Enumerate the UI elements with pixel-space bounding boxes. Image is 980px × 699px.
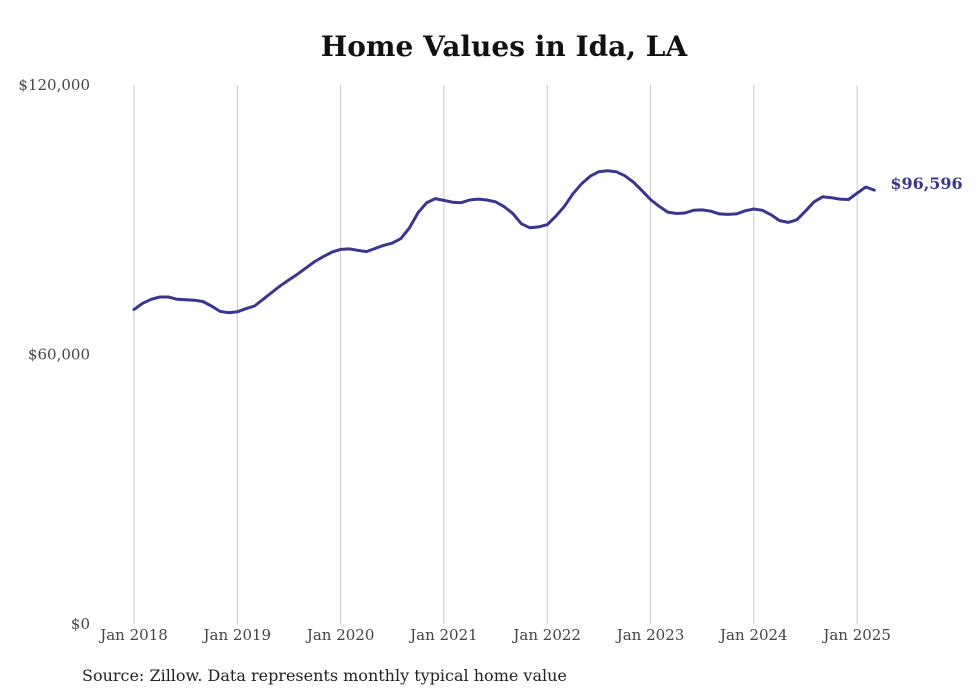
x-tick-label: Jan 2018 (98, 626, 168, 644)
x-axis-ticks: Jan 2018 Jan 2019 Jan 2020 Jan 2021 Jan 2022… (98, 626, 891, 644)
y-tick-label: $120,000 (18, 76, 90, 94)
x-tick-label: Jan 2019 (202, 626, 272, 644)
series-group: $96,596 (132, 169, 963, 315)
x-tick-label: Jan 2020 (305, 626, 375, 644)
chart-title: Home Values in Ida, LA (320, 30, 688, 63)
gridlines (133, 85, 858, 624)
x-tick-label: Jan 2024 (718, 626, 788, 644)
source-note: Source: Zillow. Data represents monthly … (82, 666, 567, 685)
x-tick-label: Jan 2022 (511, 626, 581, 644)
series-line (132, 169, 876, 315)
y-tick-label: $60,000 (28, 346, 90, 364)
y-tick-label: $0 (71, 615, 90, 633)
x-tick-label: Jan 2025 (821, 626, 891, 644)
x-tick-label: Jan 2021 (408, 626, 478, 644)
x-tick-label: Jan 2023 (615, 626, 685, 644)
end-value-label: $96,596 (890, 174, 962, 193)
y-axis-ticks: $0 $60,000 $120,000 (18, 76, 90, 633)
